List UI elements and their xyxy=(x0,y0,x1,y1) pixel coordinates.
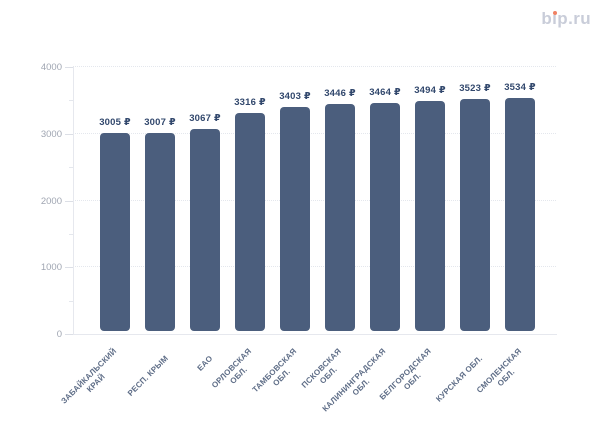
y-gridline xyxy=(73,199,556,201)
y-minor-tick xyxy=(69,167,73,169)
x-axis-category-label: КУРСКАЯ ОБЛ. xyxy=(434,353,485,404)
y-major-tick xyxy=(65,334,73,335)
bar-value-label: 3446 ₽ xyxy=(324,87,356,99)
bar-10[interactable] xyxy=(505,98,535,331)
logo-text-rest: p.ru xyxy=(557,9,591,28)
bar-8[interactable] xyxy=(415,100,445,331)
x-axis-category-label: СМОЛЕНСКАЯ ОБЛ. xyxy=(474,346,523,395)
bar-4[interactable] xyxy=(235,112,265,331)
y-minor-tick xyxy=(69,100,73,102)
y-minor-tick xyxy=(69,300,73,302)
bar-value-label: 3494 ₽ xyxy=(414,84,446,96)
y-axis-tick-label: 3000 xyxy=(40,128,62,140)
logo-letter-i: ı xyxy=(552,9,558,28)
bar-7[interactable] xyxy=(370,102,400,331)
y-major-tick xyxy=(65,133,73,135)
bip-ru-logo[interactable]: b ıp.ru xyxy=(541,9,591,29)
bar-value-label: 3523 ₽ xyxy=(459,82,491,94)
y-gridline xyxy=(73,266,556,268)
bar-value-label: 3007 ₽ xyxy=(144,117,176,129)
y-minor-tick xyxy=(69,233,73,235)
y-major-tick xyxy=(65,200,73,202)
bar-9[interactable] xyxy=(460,98,490,331)
bar-2[interactable] xyxy=(145,133,175,331)
x-axis-category-label: ЗАБАЙКАЛЬСКИЙ КРАЙ xyxy=(58,346,118,406)
y-gridline xyxy=(73,66,556,67)
logo-text-b: b xyxy=(541,9,553,28)
bar-value-label: 3316 ₽ xyxy=(234,96,266,108)
logo-orange-dot-icon xyxy=(552,10,557,15)
y-axis-tick-label: 0 xyxy=(56,329,62,340)
bar-5[interactable] xyxy=(280,106,310,331)
y-axis-tick-label: 2000 xyxy=(40,195,62,207)
bar-6[interactable] xyxy=(325,103,355,331)
y-axis-tick-label: 4000 xyxy=(40,62,62,73)
bar-value-label: 3067 ₽ xyxy=(189,113,221,125)
x-axis-line xyxy=(73,334,557,335)
y-gridline xyxy=(73,132,556,134)
y-major-tick xyxy=(65,267,73,269)
y-axis-line xyxy=(73,67,74,334)
bar-1[interactable] xyxy=(100,133,130,331)
bar-3[interactable] xyxy=(190,129,220,331)
x-axis-category-label: РЕСП. КРЫМ xyxy=(125,353,170,398)
bar-value-label: 3005 ₽ xyxy=(99,117,131,129)
bar-value-label: 3534 ₽ xyxy=(504,82,536,94)
y-major-tick xyxy=(65,67,73,68)
x-axis-category-label: ТАМБОВСКАЯ ОБЛ. xyxy=(250,346,298,395)
y-axis-tick-label: 1000 xyxy=(40,262,62,274)
bar-value-label: 3403 ₽ xyxy=(279,90,311,102)
x-axis-category-label: ЕАО xyxy=(195,353,215,373)
bar-value-label: 3464 ₽ xyxy=(369,86,401,98)
